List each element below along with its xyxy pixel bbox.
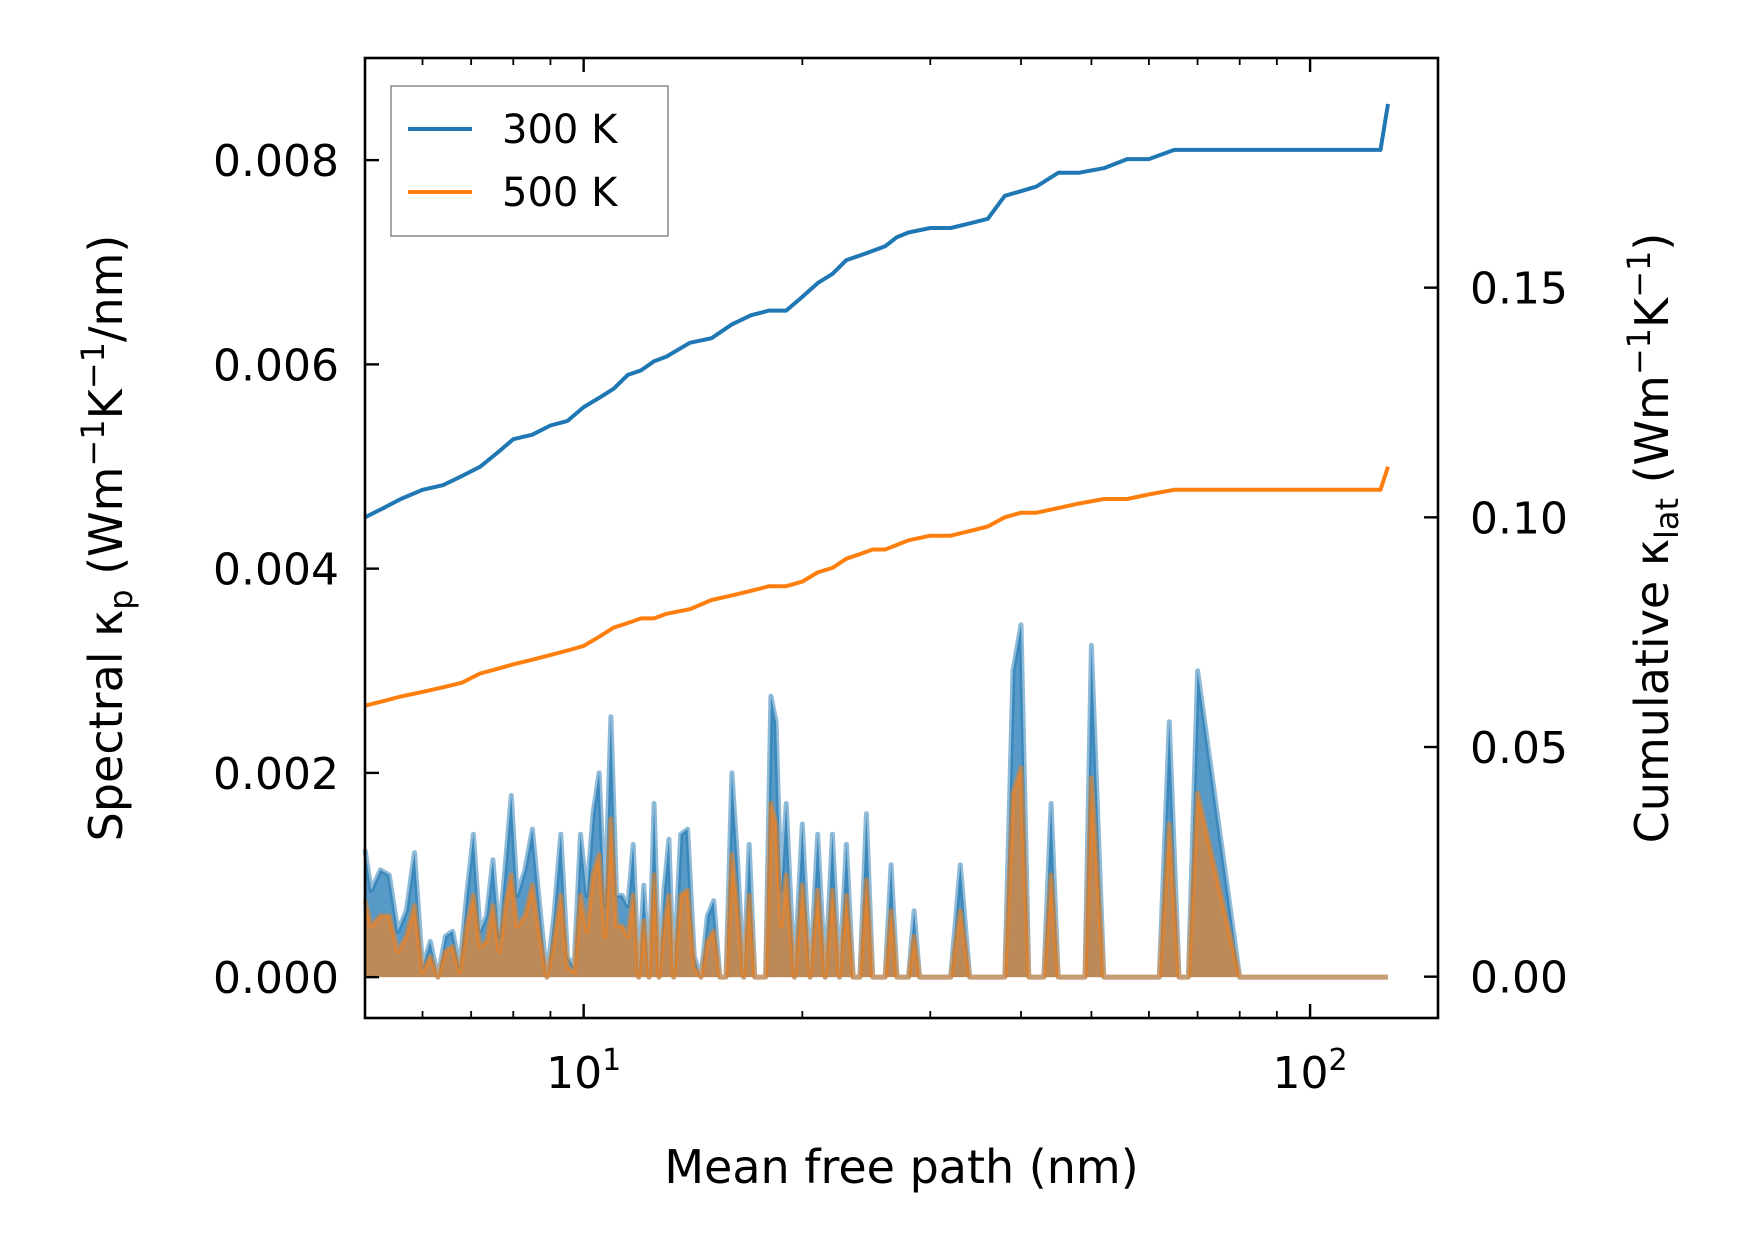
y-right-tick-label: 0.05 xyxy=(1470,723,1568,774)
y-left-tick-label: 0.008 xyxy=(213,136,339,187)
legend-label-300k: 300 K xyxy=(502,107,619,153)
cumulative-layer xyxy=(364,103,1390,708)
y-left-tick-label: 0.006 xyxy=(213,340,339,391)
cumulative-line-500k xyxy=(364,466,1390,708)
labels-layer: 0.000 0.002 0.004 0.006 0.008 0.00 0.05 0.10 0.1… xyxy=(74,136,1686,1194)
y-right-tick-label: 0.15 xyxy=(1470,264,1568,315)
spectral-area-500k xyxy=(365,767,1388,978)
plot-frame xyxy=(363,56,1440,1020)
cumulative-line-300k xyxy=(364,103,1390,520)
y-left-axis-title: Spectral κp (Wm−1K−1/nm) xyxy=(74,235,140,842)
legend-box xyxy=(390,85,669,237)
y-left-tick-label: 0.004 xyxy=(213,545,339,596)
spectral-line-500k xyxy=(362,765,1388,980)
y-left-tick-label: 0.002 xyxy=(213,749,339,800)
legend-label-500k: 500 K xyxy=(502,170,619,216)
y-right-tick-label: 0.10 xyxy=(1470,493,1568,544)
x-tick-label: 102 xyxy=(1273,1043,1348,1099)
y-right-tick-label: 0.00 xyxy=(1470,953,1568,1004)
spectral-layer xyxy=(362,622,1388,980)
y-right-axis-title: Cumulative κlat (Wm−1K−1) xyxy=(1620,233,1686,844)
x-tick-label: 101 xyxy=(546,1043,621,1099)
ticks-layer xyxy=(365,58,1438,1018)
legend: 300 K 500 K xyxy=(390,85,669,237)
y-left-tick-label: 0.000 xyxy=(213,953,339,1004)
x-axis-title: Mean free path (nm) xyxy=(664,1140,1138,1194)
